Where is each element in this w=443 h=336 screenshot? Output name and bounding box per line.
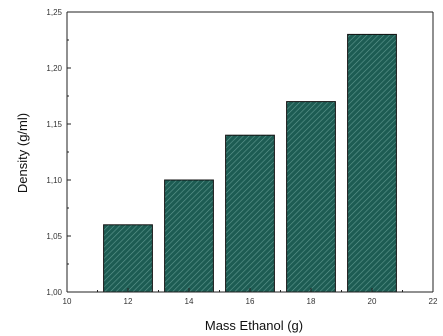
y-tick-label: 1,00 <box>46 288 62 297</box>
bar-20 <box>347 33 397 293</box>
x-axis-label: Mass Ethanol (g) <box>205 318 303 333</box>
bars-layer <box>103 33 397 293</box>
bar-14 <box>164 179 214 293</box>
bar-12 <box>103 224 153 293</box>
x-tick-label: 12 <box>124 297 133 306</box>
x-tick-label: 16 <box>246 297 255 306</box>
bar-16 <box>225 134 275 293</box>
y-tick-label: 1,10 <box>46 176 62 185</box>
bar-18 <box>286 101 336 293</box>
y-tick-label: 1,20 <box>46 64 62 73</box>
x-tick-label: 22 <box>429 297 438 306</box>
ticks-layer: 10 12 14 16 18 20 22 1,00 1,05 1,10 1,15 1,20 1,25 <box>46 8 438 306</box>
x-tick-label: 14 <box>185 297 194 306</box>
x-tick-label: 10 <box>63 297 72 306</box>
y-tick-label: 1,15 <box>46 120 62 129</box>
y-axis-label: Density (g/ml) <box>15 113 30 193</box>
x-tick-label: 18 <box>307 297 316 306</box>
y-tick-label: 1,05 <box>46 232 62 241</box>
y-tick-label: 1,25 <box>46 8 62 17</box>
x-tick-label: 20 <box>368 297 377 306</box>
